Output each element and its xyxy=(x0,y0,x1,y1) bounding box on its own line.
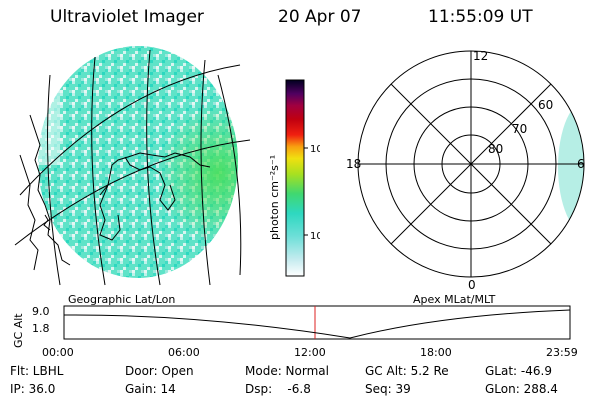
colorbar-tick-10: 10 xyxy=(310,231,320,242)
colorbar-gradient xyxy=(285,79,305,277)
observation-time: 11:55:09 UT xyxy=(428,7,533,27)
altitude-y-top: 9.0 xyxy=(32,305,50,318)
polar-plot: 12 18 6 0 60 70 80 xyxy=(346,49,585,292)
mlat-label-60: 60 xyxy=(538,98,553,112)
door-status: Door: Open xyxy=(125,364,194,378)
glat-status: GLat: -46.9 xyxy=(485,364,552,378)
instrument-title: Ultraviolet Imager xyxy=(50,7,204,27)
time-tick-0: 00:00 xyxy=(42,346,74,359)
observation-date: 20 Apr 07 xyxy=(278,7,362,27)
altitude-plot xyxy=(63,305,571,340)
time-tick-2: 12:00 xyxy=(294,346,326,359)
mlt-label-6: 6 xyxy=(577,157,585,171)
ip-status: IP: 36.0 xyxy=(10,382,56,396)
dsp-status: Dsp: -6.8 xyxy=(245,382,311,396)
altitude-axis-label: GC Alt xyxy=(12,313,25,348)
colorbar-unit-label: photon cm⁻²s⁻¹ xyxy=(268,155,281,240)
gain-status: Gain: 14 xyxy=(125,382,176,396)
mlt-label-18: 18 xyxy=(346,157,361,171)
seq-status: Seq: 39 xyxy=(365,382,411,396)
altitude-y-bottom: 1.8 xyxy=(32,322,50,335)
mlat-label-80: 80 xyxy=(488,142,503,156)
time-tick-4: 23:59 xyxy=(546,346,578,359)
glon-status: GLon: 288.4 xyxy=(485,382,558,396)
coastlines xyxy=(19,114,211,271)
colorbar: 100 10 photon cm⁻²s⁻¹ xyxy=(268,79,320,277)
mode-status: Mode: Normal xyxy=(245,364,329,378)
mlt-label-0: 0 xyxy=(468,278,476,292)
gc-alt-status: GC Alt: 5.2 Re xyxy=(365,364,449,378)
time-tick-1: 06:00 xyxy=(168,346,200,359)
geographic-caption: Geographic Lat/Lon xyxy=(68,293,176,306)
colorbar-tick-100: 100 xyxy=(310,144,320,155)
longitude-lines xyxy=(14,49,251,286)
altitude-curve xyxy=(63,309,571,339)
auroral-oval-fragment xyxy=(558,99,584,235)
filter-status: Flt: LBHL xyxy=(10,364,64,378)
mlat-label-70: 70 xyxy=(512,122,527,136)
geographic-map xyxy=(14,46,251,286)
time-tick-3: 18:00 xyxy=(420,346,452,359)
mlt-label-12: 12 xyxy=(473,49,488,63)
apex-caption: Apex MLat/MLT xyxy=(413,293,496,306)
